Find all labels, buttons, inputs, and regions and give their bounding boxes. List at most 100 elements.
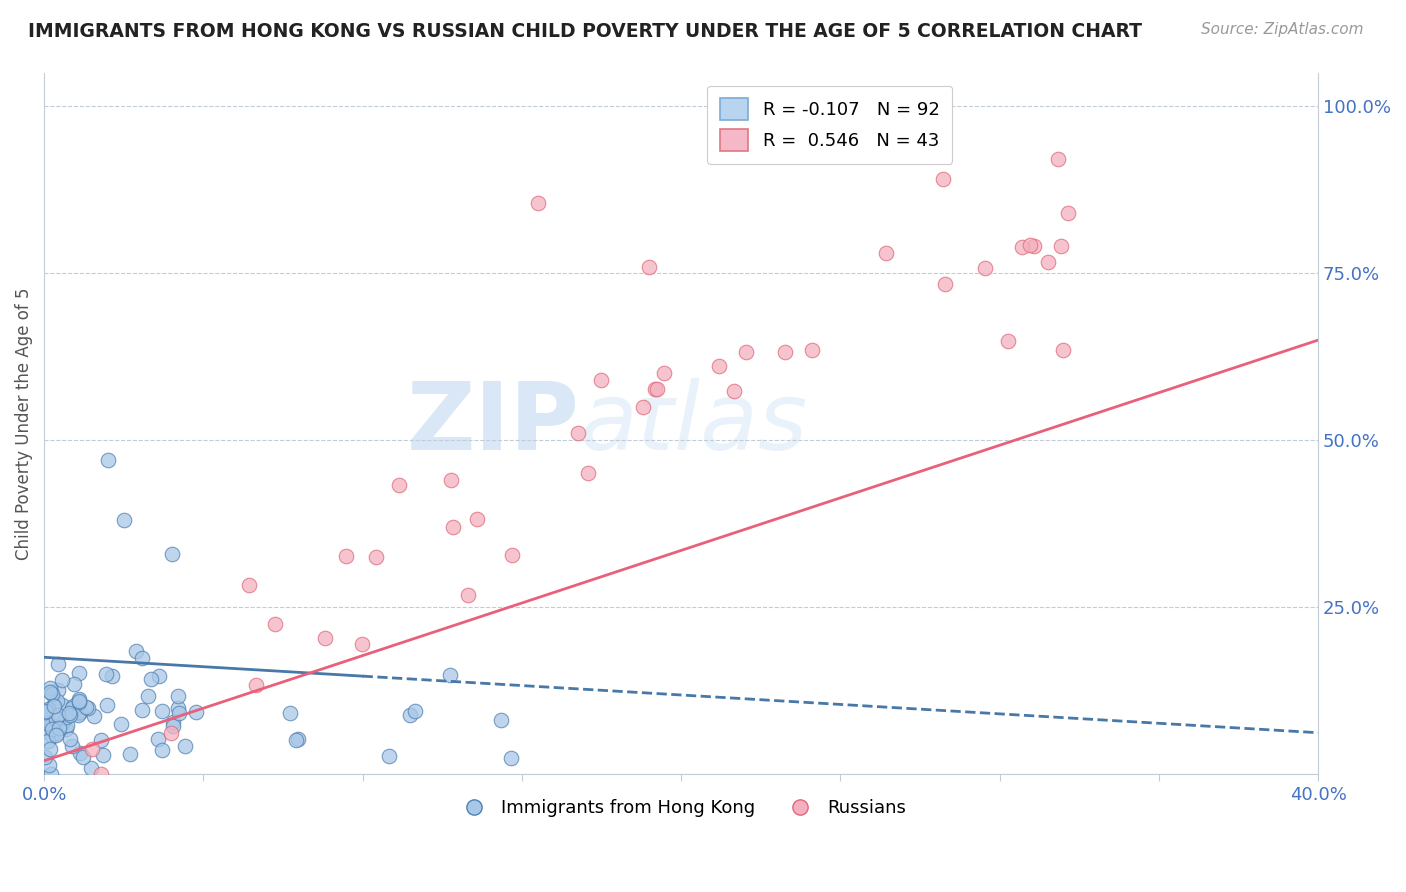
- Point: [576, 467, 599, 481]
- Point: [167, 701, 190, 715]
- Point: [35, 705, 58, 719]
- Point: [1011, 239, 1033, 253]
- Point: [97, 453, 120, 467]
- Text: Source: ZipAtlas.com: Source: ZipAtlas.com: [1201, 22, 1364, 37]
- Point: [34, 713, 56, 727]
- Point: [314, 631, 336, 645]
- Point: [67, 706, 90, 720]
- Point: [62, 698, 84, 713]
- Point: [173, 739, 195, 754]
- Point: [42, 699, 65, 714]
- Point: [284, 732, 307, 747]
- Point: [39, 685, 62, 699]
- Point: [80, 742, 103, 756]
- Point: [77, 701, 100, 715]
- Point: [72, 749, 94, 764]
- Point: [501, 548, 523, 562]
- Point: [364, 550, 387, 565]
- Point: [264, 617, 287, 632]
- Point: [48, 708, 70, 723]
- Point: [141, 673, 163, 687]
- Point: [723, 384, 745, 398]
- Point: [34, 750, 56, 764]
- Point: [80, 761, 103, 775]
- Point: [352, 637, 374, 651]
- Point: [46, 682, 69, 697]
- Point: [491, 713, 513, 727]
- Point: [775, 344, 797, 359]
- Point: [41, 723, 63, 737]
- Point: [439, 668, 461, 682]
- Point: [1019, 238, 1042, 252]
- Point: [238, 578, 260, 592]
- Point: [398, 707, 420, 722]
- Point: [932, 172, 955, 186]
- Point: [41, 721, 63, 735]
- Point: [96, 667, 118, 681]
- Point: [48, 721, 70, 735]
- Point: [55, 709, 77, 723]
- Point: [245, 678, 267, 692]
- Point: [75, 700, 97, 714]
- Point: [404, 704, 426, 718]
- Point: [41, 699, 63, 714]
- Point: [42, 721, 65, 735]
- Point: [150, 743, 173, 757]
- Point: [101, 669, 124, 683]
- Point: [499, 751, 522, 765]
- Point: [160, 547, 183, 561]
- Point: [136, 689, 159, 703]
- Point: [67, 695, 90, 709]
- Point: [39, 685, 62, 699]
- Point: [39, 767, 62, 781]
- Point: [67, 692, 90, 706]
- Point: [465, 512, 488, 526]
- Text: ZIP: ZIP: [406, 377, 579, 469]
- Point: [56, 718, 79, 732]
- Point: [60, 739, 83, 753]
- Text: IMMIGRANTS FROM HONG KONG VS RUSSIAN CHILD POVERTY UNDER THE AGE OF 5 CORRELATIO: IMMIGRANTS FROM HONG KONG VS RUSSIAN CHI…: [28, 22, 1142, 41]
- Point: [59, 708, 82, 723]
- Point: [37, 702, 59, 716]
- Point: [51, 673, 73, 687]
- Point: [37, 733, 59, 747]
- Text: atlas: atlas: [579, 378, 807, 469]
- Point: [801, 343, 824, 358]
- Y-axis label: Child Poverty Under the Age of 5: Child Poverty Under the Age of 5: [15, 287, 32, 560]
- Point: [1056, 205, 1078, 219]
- Point: [35, 714, 58, 728]
- Point: [41, 729, 63, 743]
- Point: [875, 246, 897, 260]
- Point: [58, 706, 80, 720]
- Point: [38, 681, 60, 696]
- Point: [41, 687, 63, 701]
- Point: [148, 669, 170, 683]
- Point: [167, 706, 190, 720]
- Point: [162, 719, 184, 733]
- Point: [131, 651, 153, 665]
- Point: [638, 260, 661, 274]
- Point: [69, 746, 91, 760]
- Point: [388, 478, 411, 492]
- Point: [131, 703, 153, 717]
- Point: [45, 728, 67, 742]
- Legend: Immigrants from Hong Kong, Russians: Immigrants from Hong Kong, Russians: [449, 792, 914, 825]
- Point: [1047, 152, 1070, 166]
- Point: [59, 732, 82, 747]
- Point: [35, 705, 58, 719]
- Point: [51, 698, 73, 712]
- Point: [934, 277, 956, 291]
- Point: [1038, 255, 1060, 269]
- Point: [567, 425, 589, 440]
- Point: [645, 383, 668, 397]
- Point: [110, 717, 132, 731]
- Point: [35, 716, 58, 731]
- Point: [974, 261, 997, 276]
- Point: [997, 334, 1019, 348]
- Point: [55, 722, 77, 736]
- Point: [735, 344, 758, 359]
- Point: [150, 704, 173, 718]
- Point: [69, 694, 91, 708]
- Point: [146, 731, 169, 746]
- Point: [60, 700, 83, 714]
